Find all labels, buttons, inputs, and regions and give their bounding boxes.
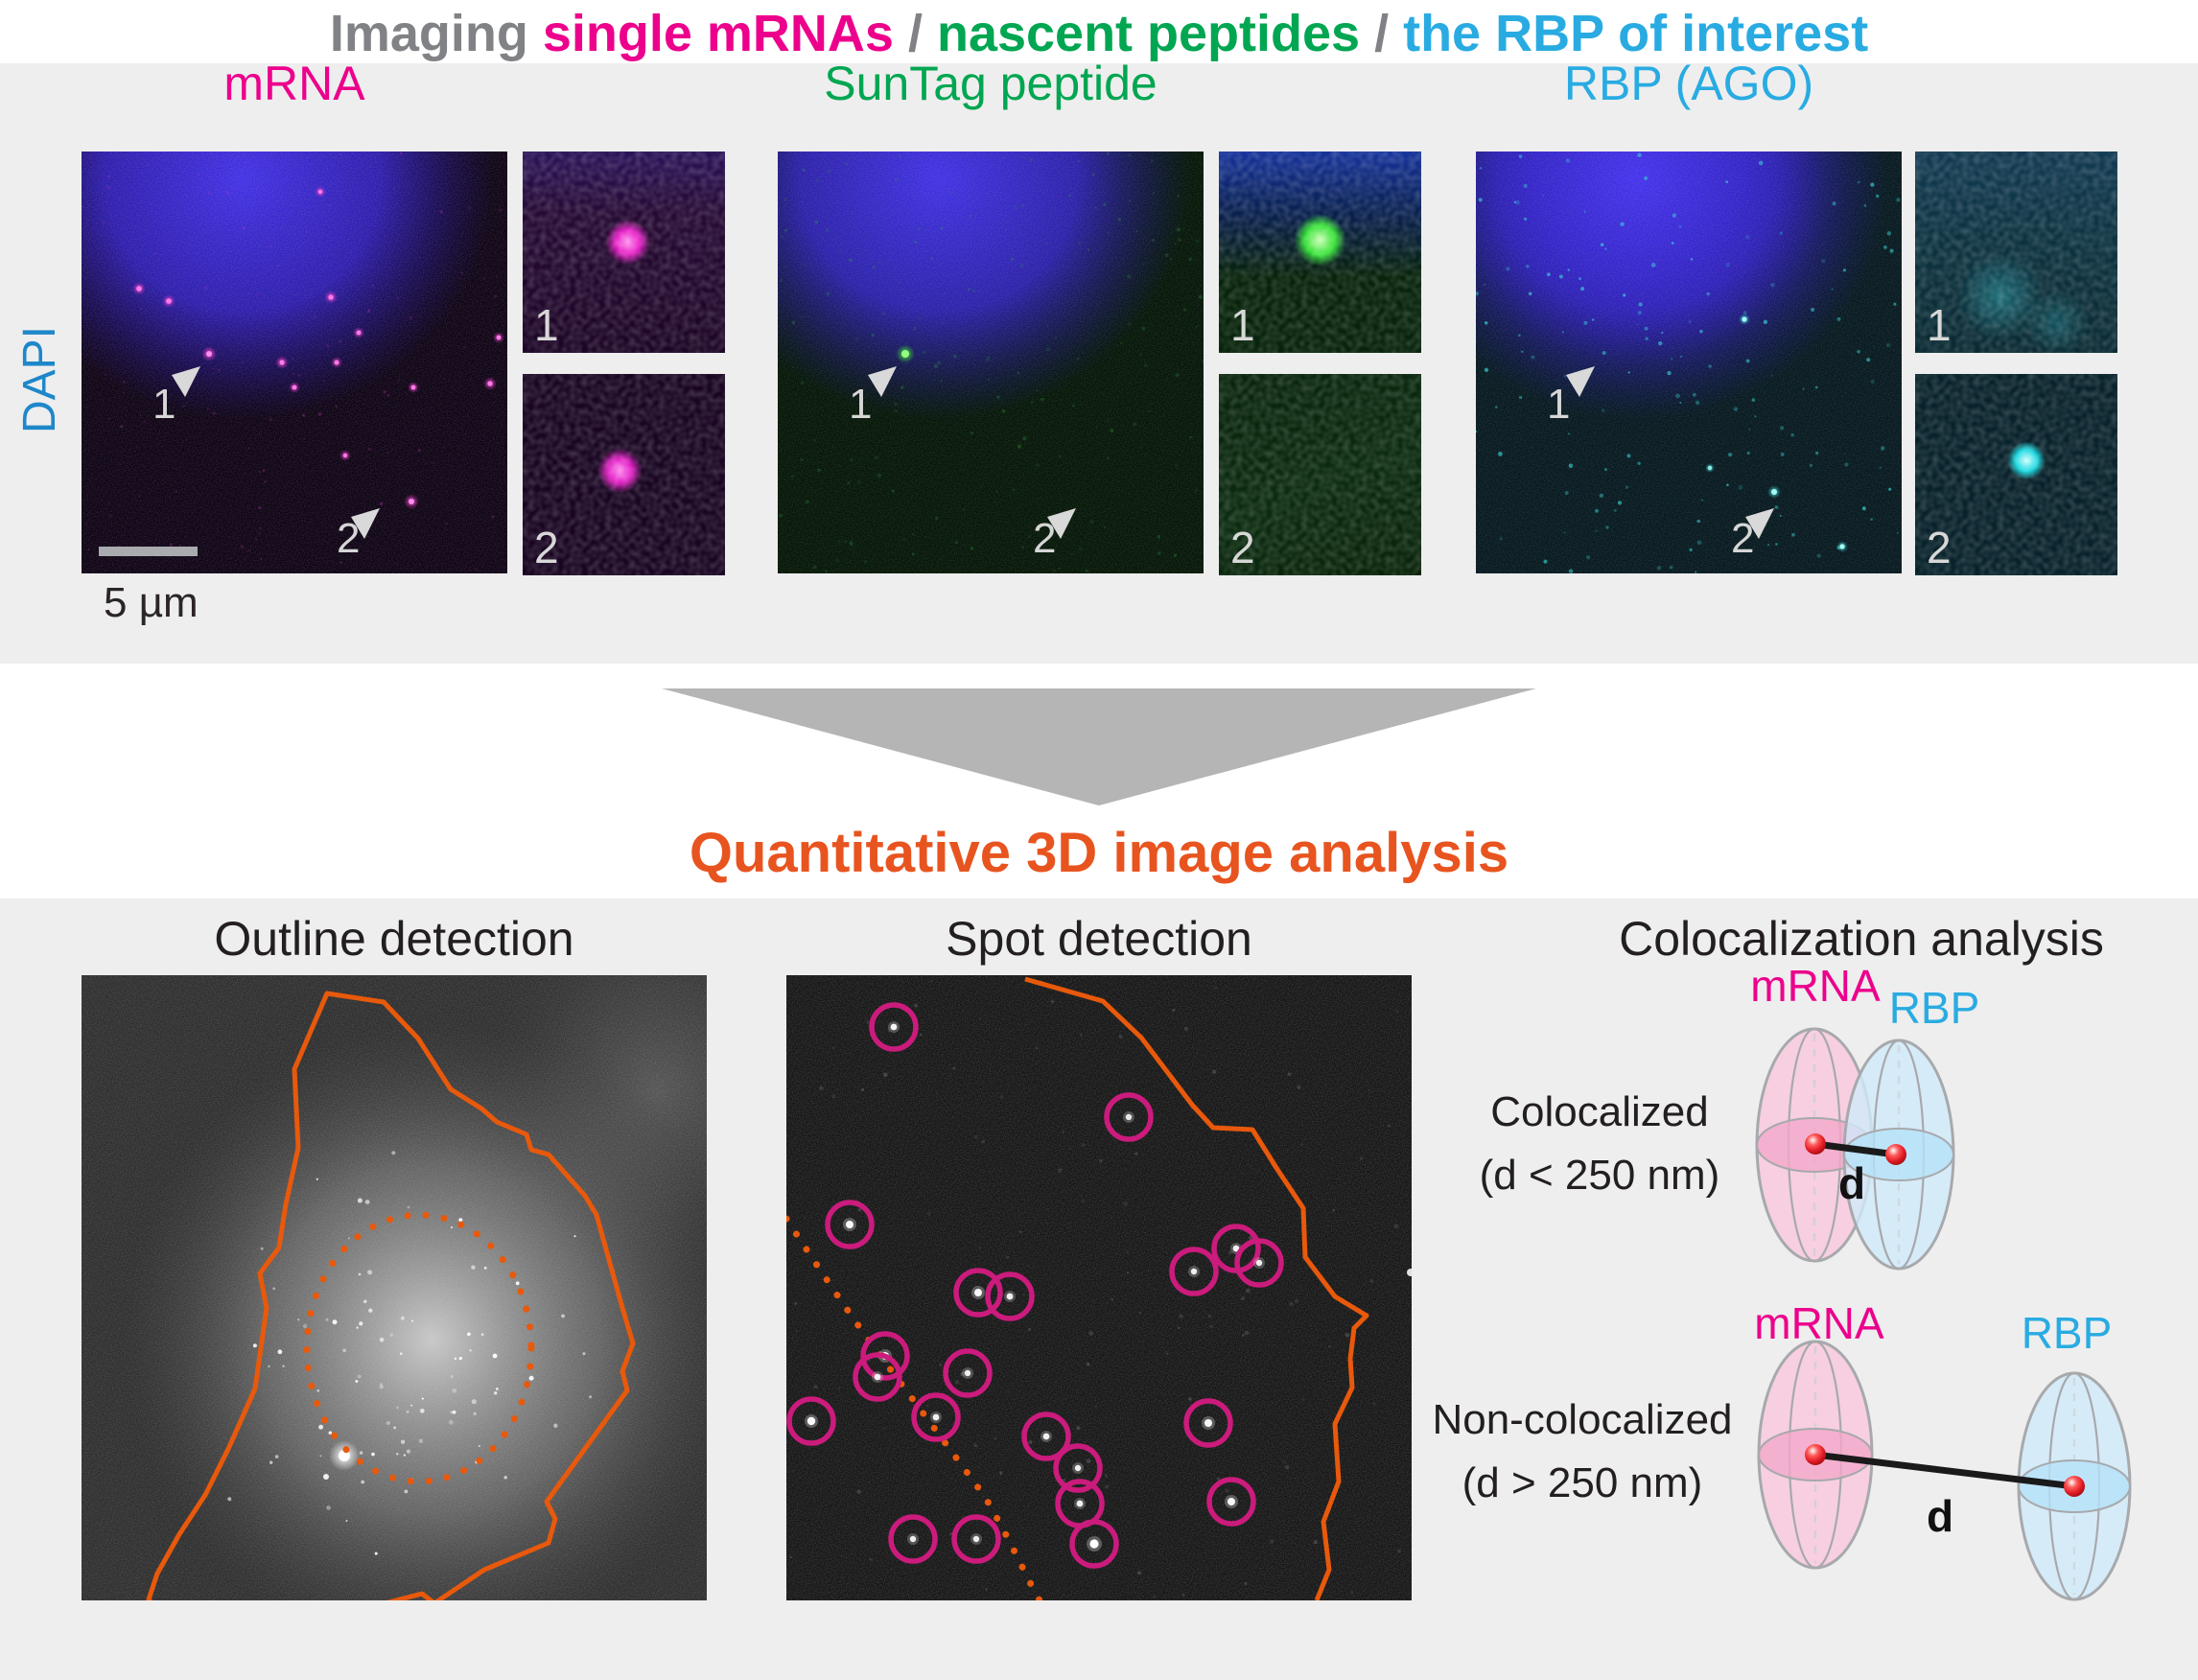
- spot: [1069, 1519, 1119, 1569]
- svg-text:1: 1: [849, 381, 872, 428]
- distance-label-non-colocalized: d: [1927, 1491, 1953, 1541]
- spot: [1206, 1477, 1256, 1527]
- colocalized-mrna-label: mRNA: [1750, 961, 1881, 1011]
- rbp-inset-1: 1: [1915, 152, 2117, 353]
- spot: [825, 1200, 875, 1249]
- inset-number: 2: [534, 523, 559, 572]
- non-colocalized-rbp-label: RBP: [2022, 1308, 2113, 1358]
- panel-label-suntag: SunTag peptide: [824, 57, 1157, 110]
- spot: [869, 1002, 919, 1052]
- title-part-nascent-peptides: nascent peptides: [936, 5, 1361, 62]
- rbp-inset-2: 2: [1915, 374, 2117, 575]
- nucleus-outline-dotted-partial: [786, 1215, 1043, 1600]
- scale-bar-label: 5 µm: [104, 579, 199, 626]
- arrowhead-1-icon: [868, 366, 897, 397]
- mrna-inset-1: 1: [523, 152, 725, 353]
- non-colocalized-mrna-label: mRNA: [1754, 1298, 1884, 1348]
- title-part-imaging: Imaging: [329, 5, 543, 62]
- spot: [1021, 1412, 1071, 1461]
- arrowhead-1-icon: [1566, 366, 1595, 397]
- analysis-heading: Quantitative 3D image analysis: [689, 822, 1509, 884]
- arrowhead-2-icon: [1745, 508, 1774, 539]
- spot: [1234, 1238, 1284, 1288]
- colocalized-label-line2: (d < 250 nm): [1479, 1152, 1720, 1199]
- spot: [853, 1352, 902, 1402]
- inset-number: 1: [1927, 300, 1952, 350]
- non-colocalized-label-line2: (d > 250 nm): [1461, 1459, 1703, 1506]
- dapi-axis-label: DAPI: [14, 325, 65, 433]
- detected-spots: [786, 1002, 1284, 1569]
- distance-line-non-colocalized: [1812, 1451, 2078, 1490]
- suntag-inset-2: 2: [1219, 374, 1421, 575]
- arrowhead-2-icon: [351, 508, 380, 539]
- spot: [943, 1348, 993, 1398]
- spot: [1053, 1443, 1103, 1493]
- outline-detection-image: [82, 975, 707, 1600]
- rbp-center-dot: [2064, 1476, 2085, 1497]
- spot: [786, 1396, 836, 1446]
- flow-down-arrow-icon: [662, 688, 1536, 805]
- mrna-center-dot: [1805, 1133, 1826, 1155]
- distance-label-colocalized: d: [1838, 1158, 1865, 1208]
- cell-outline: [146, 991, 636, 1600]
- title-part-slash1: /: [893, 5, 937, 62]
- inset-number: 1: [534, 300, 559, 350]
- inset-number: 1: [1230, 300, 1255, 350]
- scale-bar: [99, 547, 198, 556]
- distance-line-colocalized: [1812, 1140, 1900, 1158]
- nucleus-outline-dotted: [303, 1211, 535, 1485]
- figure-title: Imaging single mRNAs / nascent peptides …: [0, 4, 2198, 63]
- panel-label-mrna: mRNA: [223, 57, 365, 110]
- title-part-single-mrnas: single mRNAs: [542, 5, 894, 62]
- mrna-inset-2: 2: [523, 374, 725, 575]
- mrna-microscopy-image: 1 2: [82, 152, 507, 573]
- colocalization-diagram: mRNA RBP d mRNA RBP: [1750, 961, 2132, 1601]
- panel-label-rbp: RBP (AGO): [1563, 57, 1814, 110]
- spot: [1183, 1398, 1233, 1448]
- inset-number: 2: [1230, 523, 1255, 572]
- title-part-rbp-of-interest: the RBP of interest: [1403, 5, 1869, 62]
- spot-detection-image: [786, 975, 1412, 1600]
- spot-detection-title: Spot detection: [946, 912, 1252, 966]
- rbp-microscopy-image: 1 2: [1476, 152, 1902, 573]
- rbp-arrow-2: 2: [1731, 508, 1774, 562]
- rbp-arrow-1: 1: [1547, 366, 1595, 428]
- colocalized-rbp-label: RBP: [1889, 983, 1980, 1033]
- colocalization-title: Colocalization analysis: [1619, 912, 2104, 966]
- suntag-arrow-1: 1: [849, 366, 897, 428]
- title-part-slash2: /: [1360, 5, 1404, 62]
- suntag-microscopy-image: 1 2: [778, 152, 1204, 573]
- spot: [985, 1272, 1035, 1321]
- mrna-arrow-1: 1: [152, 366, 200, 428]
- outline-detection-title: Outline detection: [214, 912, 574, 966]
- spot: [911, 1392, 961, 1442]
- inset-number: 2: [1927, 523, 1952, 572]
- non-colocalized-label-line1: Non-colocalized: [1432, 1396, 1733, 1443]
- colocalized-label-line1: Colocalized: [1490, 1088, 1709, 1135]
- suntag-arrow-2: 2: [1033, 508, 1076, 562]
- spot: [951, 1514, 1001, 1564]
- rbp-center-dot: [1885, 1144, 1906, 1165]
- arrowhead-1-icon: [172, 366, 200, 397]
- suntag-inset-1: 1: [1219, 152, 1421, 353]
- spot: [888, 1514, 938, 1564]
- arrowhead-2-icon: [1047, 508, 1076, 539]
- mrna-arrow-2: 2: [337, 508, 380, 562]
- mrna-center-dot: [1805, 1444, 1826, 1465]
- spot: [953, 1268, 1003, 1318]
- svg-text:1: 1: [1547, 381, 1570, 428]
- cell-outline-partial: [1024, 976, 1369, 1600]
- spot: [1169, 1247, 1219, 1296]
- spot: [1104, 1092, 1154, 1142]
- svg-text:1: 1: [152, 381, 175, 428]
